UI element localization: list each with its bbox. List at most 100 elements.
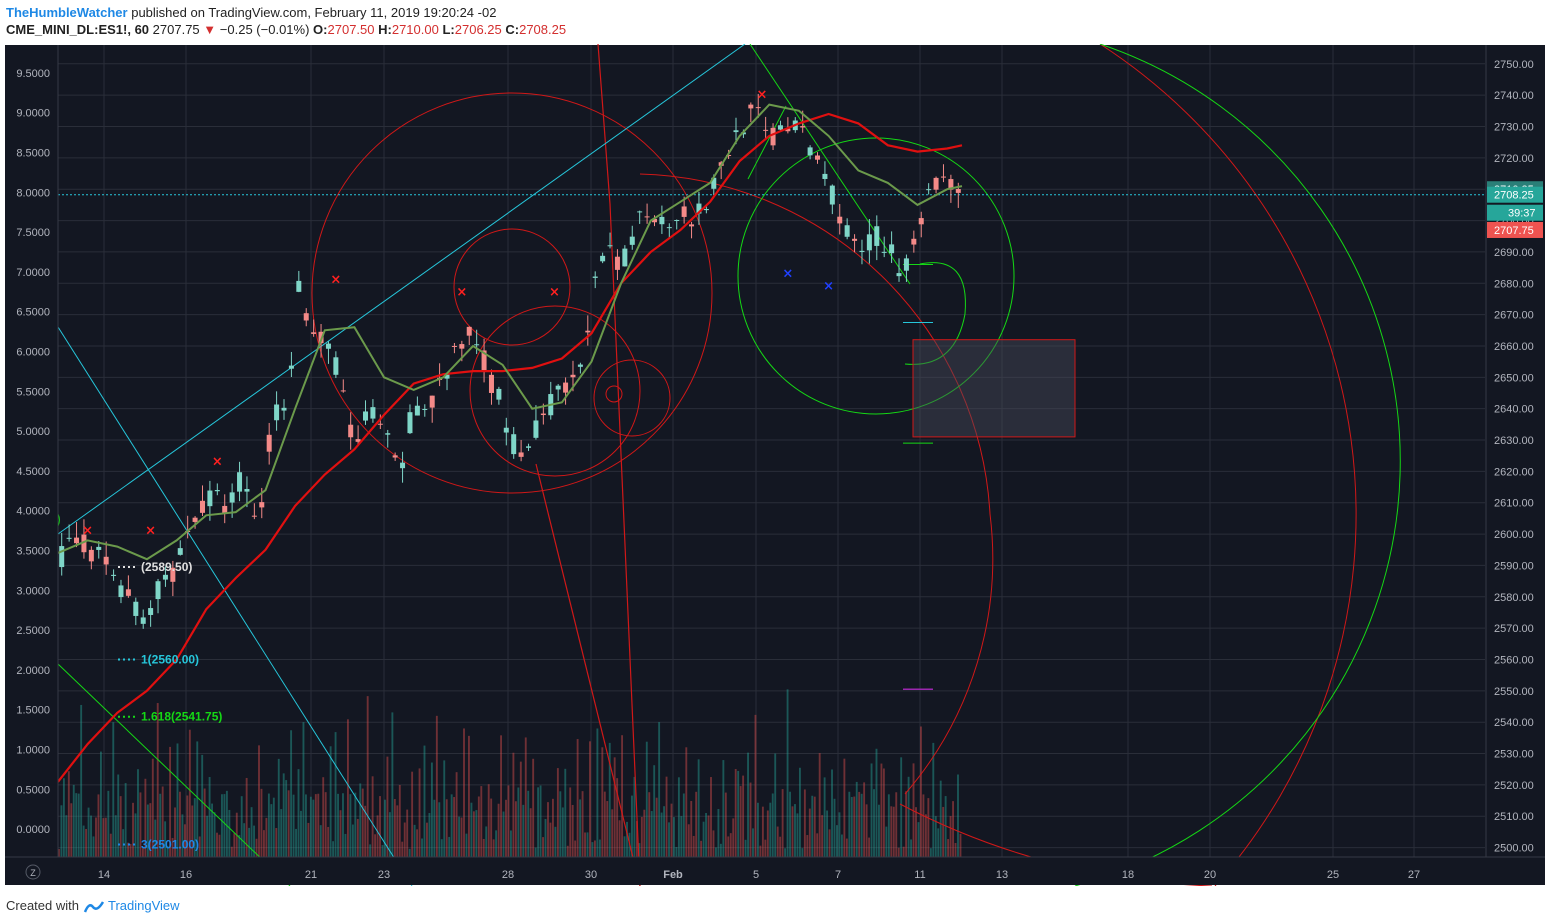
candle-body	[296, 280, 302, 292]
volume-bar	[161, 786, 164, 857]
volume-bar	[203, 788, 206, 857]
volume-bar	[109, 833, 112, 857]
blue-x-marker: ×	[782, 266, 793, 281]
fib-circle-red-inner	[453, 228, 571, 346]
volume-bar	[878, 804, 880, 857]
candle-body	[170, 567, 176, 582]
volume-bar	[806, 835, 809, 857]
candle-body	[214, 490, 220, 492]
volume-bar	[670, 803, 673, 857]
volume-bar	[448, 836, 451, 857]
volume-bar	[892, 806, 895, 857]
red-x-marker: ×	[212, 454, 223, 469]
tradingview-brand[interactable]: TradingView	[108, 898, 180, 913]
price-axis-tick: 2600.00	[1494, 529, 1534, 541]
zoom-icon[interactable]	[25, 864, 41, 880]
drawing-tools[interactable]	[57, 43, 1485, 887]
volume-bar	[673, 817, 675, 857]
time-axis[interactable]: 14 16 21 23 28 30 Feb 5 7 11 13 18 20 25 27 Z	[5, 856, 1545, 885]
volume-bar	[505, 799, 507, 857]
volume-bar	[371, 776, 374, 857]
volume-bar	[838, 812, 841, 857]
volume-bar	[705, 812, 707, 857]
chart-pane[interactable]	[5, 45, 1545, 885]
price-axis-tick: 2530.00	[1494, 749, 1534, 761]
volume-bar	[853, 796, 856, 857]
price-label-bg	[1487, 204, 1543, 221]
chart-container[interactable]: × × × × × × × × × (2589.50) 1(2560.00) 1.618(2541.…	[0, 43, 1551, 887]
symbol-label: CME_MINI_DL:ES1!, 60	[6, 22, 150, 37]
high-label: H:	[378, 22, 392, 37]
price-axis[interactable]: 2750.002740.002730.002720.002710.002700.…	[1485, 45, 1545, 879]
volume-bar	[744, 839, 747, 857]
volume-bar	[317, 793, 320, 857]
volume-bar	[309, 796, 312, 857]
left-axis-tick: 6.5000	[16, 307, 50, 319]
volume-bar	[803, 789, 806, 857]
volume-bar	[544, 818, 547, 857]
time-axis-tick: 30	[585, 869, 597, 881]
volume-bar	[566, 845, 569, 857]
volume-bar	[216, 832, 218, 857]
volume-bar	[591, 842, 594, 857]
volume-bar	[265, 817, 268, 857]
last-price: 2707.75	[152, 22, 200, 37]
volume-bar	[430, 762, 433, 857]
volume-bar	[660, 812, 663, 857]
price-axis-tick: 2580.00	[1494, 592, 1534, 604]
left-axis[interactable]: 9.5000 9.0000 8.5000 8.0000 7.5000 7.0000 6.50…	[5, 45, 59, 857]
volume-bar	[759, 845, 762, 857]
volume-bar	[174, 807, 176, 857]
volume-bar	[413, 824, 416, 857]
candle-body	[829, 185, 835, 205]
volume-bar	[947, 839, 950, 857]
volume-bar	[621, 735, 624, 857]
volume-bar	[905, 791, 908, 857]
candle-body	[177, 548, 183, 555]
volume-bar	[697, 759, 700, 857]
candle-body	[199, 500, 205, 513]
volume-bar	[559, 791, 562, 857]
price-axis-tick: 2680.00	[1494, 278, 1534, 290]
left-axis-tick: 2.0000	[16, 665, 50, 677]
volume-bar	[300, 810, 302, 857]
volume-bar	[240, 796, 243, 857]
price-axis-tick: 2610.00	[1494, 498, 1534, 510]
volume-bar	[391, 712, 394, 857]
price-chart[interactable]: × × × × × × × × × (2589.50) 1(2560.00) 1.618(2541.…	[0, 43, 1551, 887]
volume-bar	[198, 836, 201, 857]
volume-bar	[865, 804, 868, 857]
time-axis-tick: 5	[753, 869, 759, 881]
author-link[interactable]: TheHumbleWatcher	[6, 5, 128, 20]
volume-bar	[828, 829, 831, 857]
volume-bar	[196, 741, 199, 857]
volume-bar	[381, 845, 384, 857]
candle-body	[325, 343, 331, 349]
volume-bar	[603, 791, 606, 857]
fib-level-label: 1.618(2541.75)	[141, 710, 222, 724]
volume-bar	[354, 792, 357, 857]
price-label-bg	[1487, 221, 1543, 238]
candle-body	[118, 585, 124, 598]
volume-bar	[267, 793, 270, 857]
price-axis-tick: 2740.00	[1494, 90, 1534, 102]
volume-bar	[870, 763, 873, 857]
candle-body	[111, 574, 117, 576]
volume-bar	[715, 847, 717, 857]
volume-bar	[114, 815, 117, 857]
candle-body	[526, 446, 532, 448]
volume-bar	[443, 760, 446, 857]
time-axis-tick: 27	[1408, 869, 1420, 881]
volume-bar	[771, 793, 774, 857]
volume-bar	[97, 794, 100, 857]
candle-body	[563, 382, 569, 393]
volume-bar	[127, 842, 130, 857]
candle-body	[274, 404, 280, 421]
volume-bar	[134, 813, 137, 857]
volume-bar	[75, 793, 78, 857]
fib-extension[interactable]: (2589.50) 1(2560.00) 1.618(2541.75) 3(2501.…	[118, 560, 222, 851]
candle-body	[918, 218, 924, 225]
volume-bar	[779, 836, 782, 857]
candle-body	[414, 405, 420, 416]
price-axis-tick: 2540.00	[1494, 717, 1534, 729]
